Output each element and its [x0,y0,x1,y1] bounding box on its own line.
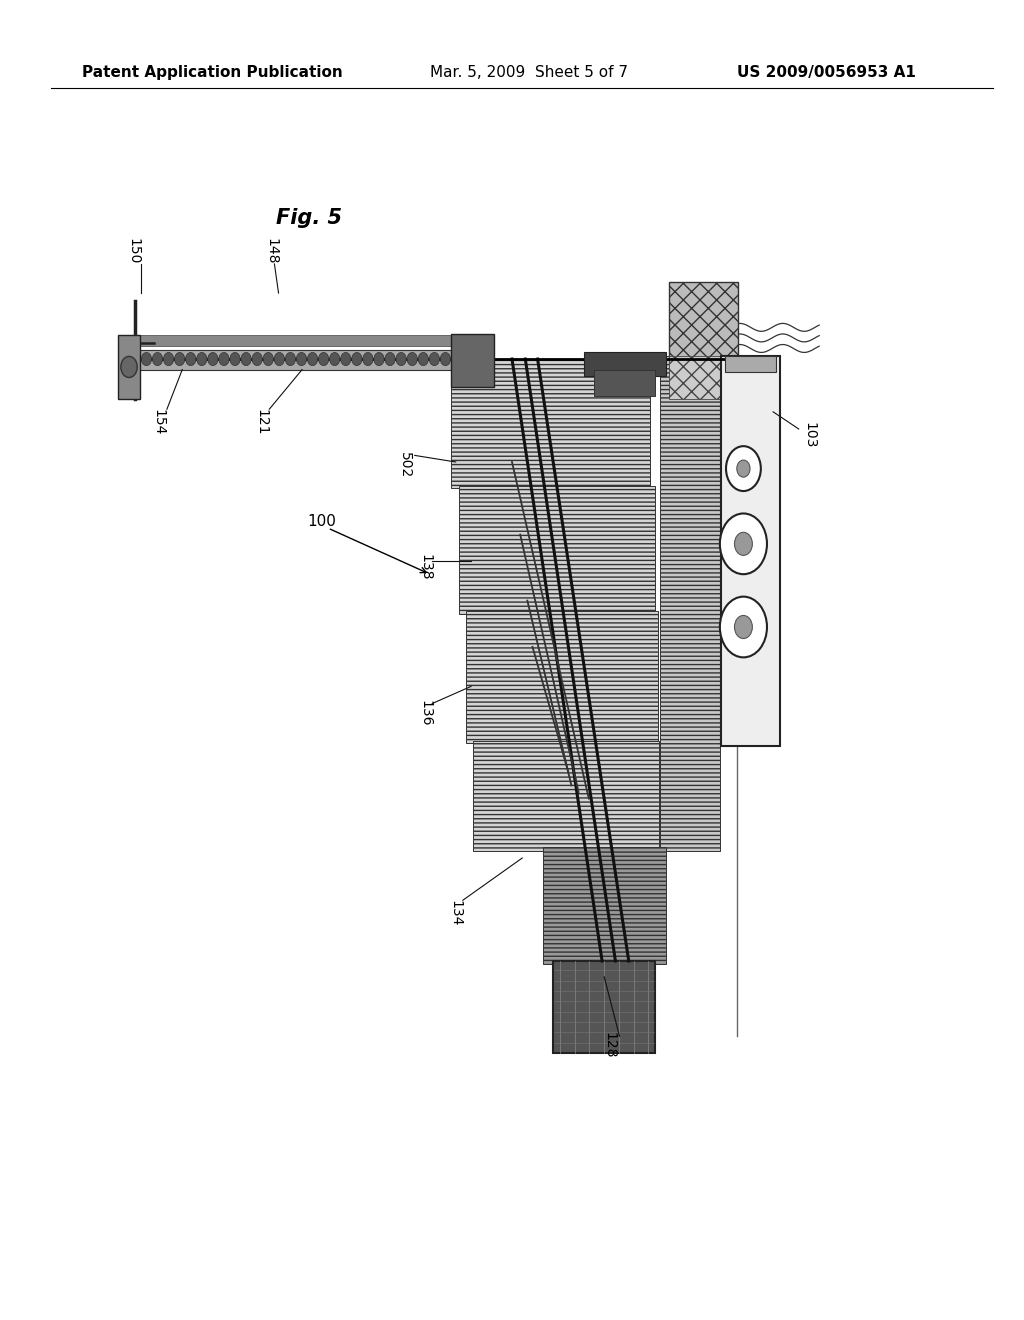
Text: Fig. 5: Fig. 5 [276,207,342,228]
Bar [543,847,666,964]
Bar [721,356,780,746]
Circle shape [141,352,152,366]
Circle shape [429,352,439,366]
Bar [725,356,776,372]
Circle shape [153,352,163,366]
Bar [459,486,655,614]
Text: 502: 502 [397,451,412,478]
Bar [594,370,655,396]
Circle shape [720,513,767,574]
Circle shape [440,352,451,366]
Text: 128: 128 [602,1032,616,1059]
Circle shape [734,532,753,556]
Text: 148: 148 [264,238,279,264]
Circle shape [263,352,273,366]
Circle shape [726,446,761,491]
Text: Mar. 5, 2009  Sheet 5 of 7: Mar. 5, 2009 Sheet 5 of 7 [430,65,628,81]
Circle shape [296,352,306,366]
Circle shape [252,352,262,366]
Circle shape [241,352,251,366]
Bar [553,961,655,1053]
Bar [133,335,457,346]
Circle shape [330,352,340,366]
Text: 103: 103 [802,422,816,449]
Bar [466,611,658,743]
Circle shape [208,352,218,366]
Text: 100: 100 [307,513,336,529]
Circle shape [408,352,418,366]
Bar [660,356,720,851]
Bar [451,359,650,488]
Text: 134: 134 [449,900,463,927]
Circle shape [318,352,329,366]
Bar [133,350,457,370]
Text: 138: 138 [418,554,432,581]
Bar [473,741,659,851]
Bar [669,356,738,399]
Circle shape [374,352,384,366]
Circle shape [418,352,428,366]
Circle shape [385,352,395,366]
Text: 154: 154 [152,409,166,436]
Circle shape [396,352,407,366]
Circle shape [734,615,753,639]
Text: US 2009/0056953 A1: US 2009/0056953 A1 [737,65,916,81]
Text: 136: 136 [418,700,432,726]
Circle shape [230,352,241,366]
Bar [451,334,494,387]
Circle shape [362,352,373,366]
Circle shape [341,352,351,366]
Circle shape [219,352,229,366]
Bar [118,335,140,399]
Circle shape [197,352,207,366]
Text: 150: 150 [126,238,140,264]
Circle shape [720,597,767,657]
Circle shape [174,352,184,366]
Circle shape [737,461,750,477]
Circle shape [351,352,361,366]
Bar [584,352,666,376]
Circle shape [274,352,285,366]
Text: Patent Application Publication: Patent Application Publication [82,65,343,81]
Circle shape [307,352,317,366]
Circle shape [121,356,137,378]
Bar [669,282,738,359]
Circle shape [185,352,196,366]
Text: 121: 121 [254,409,268,436]
Circle shape [286,352,296,366]
Circle shape [164,352,174,366]
